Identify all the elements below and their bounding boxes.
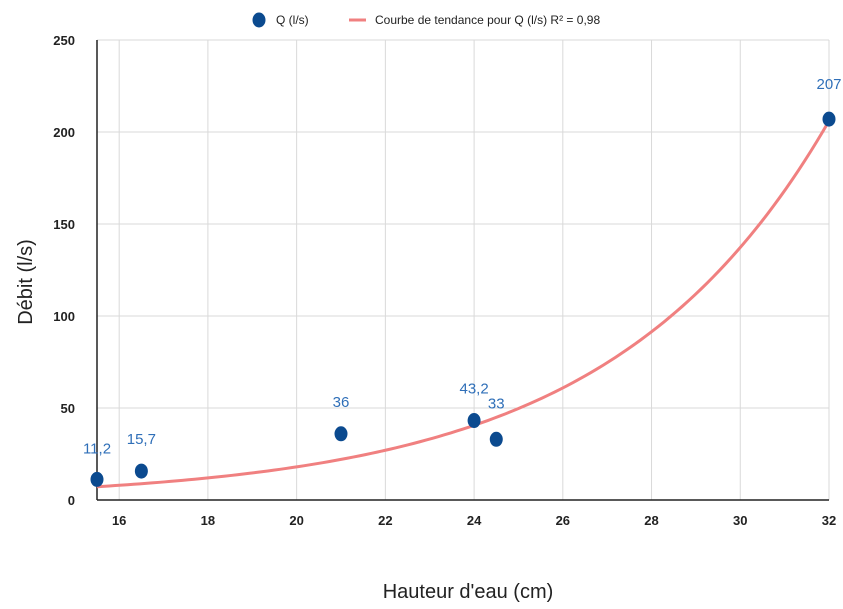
- legend-label-trendline: Courbe de tendance pour Q (l/s) R² = 0,9…: [375, 13, 600, 27]
- legend-label-scatter: Q (l/s): [276, 13, 309, 27]
- x-tick-label: 22: [378, 513, 392, 528]
- legend: Q (l/s) Courbe de tendance pour Q (l/s) R…: [252, 12, 600, 28]
- x-tick-label: 26: [556, 513, 570, 528]
- data-point: [822, 111, 836, 127]
- x-tick-label: 32: [822, 513, 836, 528]
- data-label: 43,2: [459, 381, 488, 398]
- trendline: [96, 120, 831, 489]
- x-axis-title: Hauteur d'eau (cm): [383, 581, 554, 603]
- axes: 16 18 20 22 24 26 28 30 32 0 50 100 150 200 250: [53, 33, 836, 528]
- data-label: 15,7: [127, 431, 156, 448]
- data-point: [90, 471, 104, 487]
- data-point: [489, 431, 503, 447]
- y-tick-label: 250: [53, 33, 75, 48]
- y-tick-label: 50: [61, 401, 75, 416]
- y-tick-label: 0: [68, 493, 75, 508]
- data-label: 33: [488, 395, 505, 412]
- y-tick-label: 150: [53, 217, 75, 232]
- x-tick-label: 24: [467, 513, 482, 528]
- x-tick-label: 20: [289, 513, 303, 528]
- legend-marker-scatter: [252, 12, 266, 28]
- y-axis-title: Débit (l/s): [15, 239, 37, 325]
- data-label: 36: [333, 394, 350, 411]
- data-point: [467, 413, 481, 429]
- data-point: [134, 463, 148, 479]
- x-tick-label: 16: [112, 513, 126, 528]
- y-tick-label: 200: [53, 125, 75, 140]
- y-tick-label: 100: [53, 309, 75, 324]
- data-label: 11,2: [83, 440, 111, 457]
- x-tick-label: 28: [644, 513, 658, 528]
- x-tick-label: 30: [733, 513, 747, 528]
- x-tick-label: 18: [201, 513, 215, 528]
- data-points: [90, 111, 836, 487]
- grid: [97, 39, 830, 500]
- data-point: [334, 426, 348, 442]
- data-label: 207: [816, 76, 841, 93]
- trendline-layer: [96, 120, 831, 489]
- data-labels: 11,2 15,7 36 43,233 207: [83, 76, 842, 457]
